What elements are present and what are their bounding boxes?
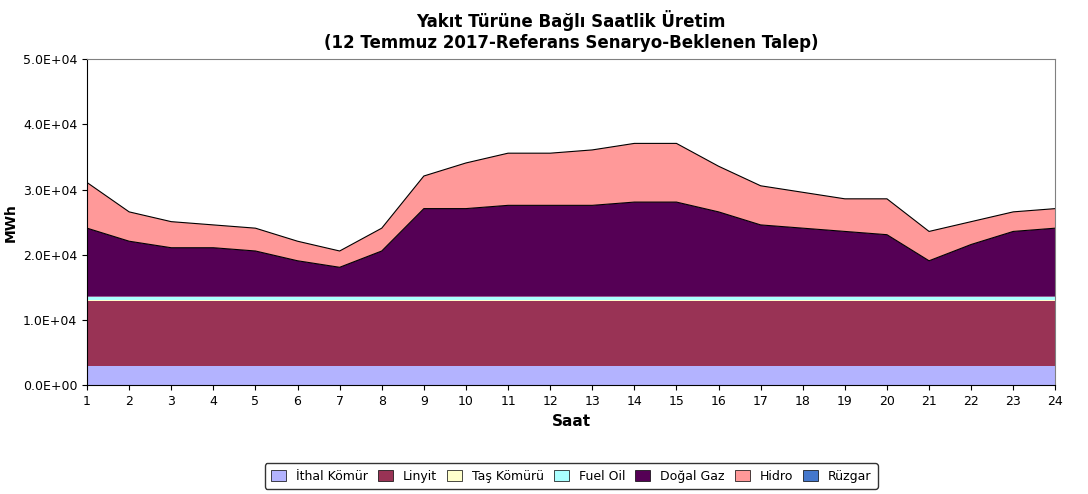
Y-axis label: MWh: MWh: [3, 203, 17, 242]
Title: Yakıt Türüne Bağlı Saatlik Üretim
(12 Temmuz 2017-Referans Senaryo-Beklenen Tale: Yakıt Türüne Bağlı Saatlik Üretim (12 Te…: [324, 10, 818, 52]
X-axis label: Saat: Saat: [552, 413, 591, 429]
Legend: İthal Kömür, Linyit, Taş Kömürü, Fuel Oil, Doğal Gaz, Hidro, Rüzgar: İthal Kömür, Linyit, Taş Kömürü, Fuel Oi…: [264, 463, 878, 489]
